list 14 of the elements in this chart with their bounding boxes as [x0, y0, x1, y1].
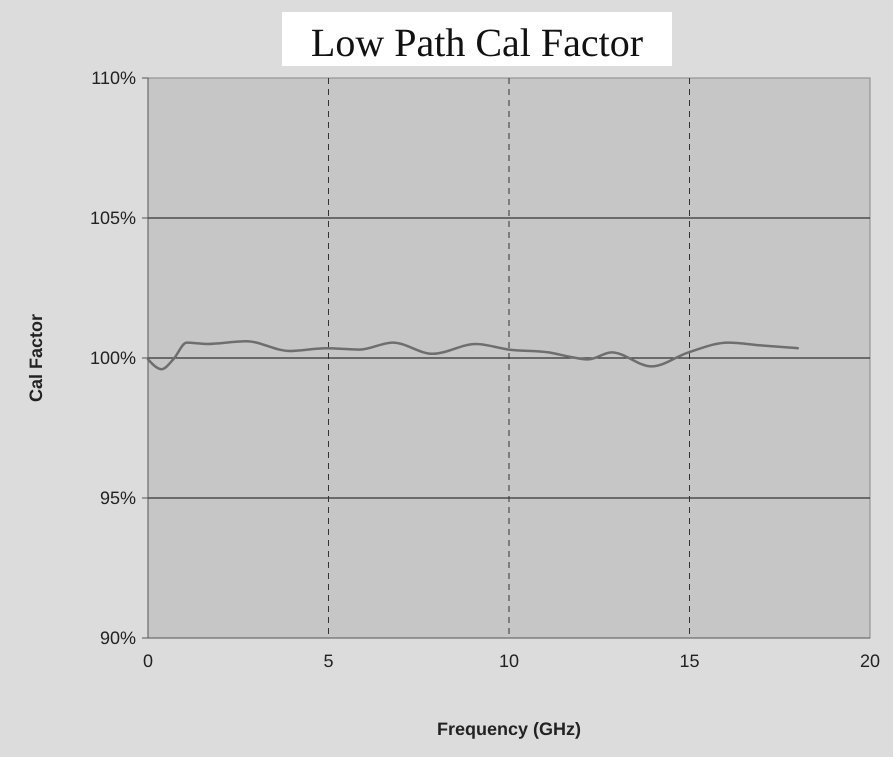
y-tick-label: 110% [91, 68, 136, 88]
x-axis-title: Frequency (GHz) [436, 719, 582, 739]
x-tick-label: 0 [142, 650, 154, 671]
x-tick-label: 5 [323, 650, 334, 671]
x-tick-label: 15 [679, 650, 700, 671]
x-tick-label: 20 [860, 650, 880, 671]
line-series [146, 340, 800, 370]
y-axis-title: Cal Factor [26, 314, 46, 402]
y-tick-label: 100% [90, 348, 136, 368]
x-tick-label: 10 [498, 650, 520, 671]
chart-title: Low Path Cal Factor [310, 20, 644, 65]
y-tick-label: 95% [100, 488, 136, 508]
y-tick-label: 105% [90, 208, 136, 228]
y-tick-label: 90% [100, 628, 136, 648]
